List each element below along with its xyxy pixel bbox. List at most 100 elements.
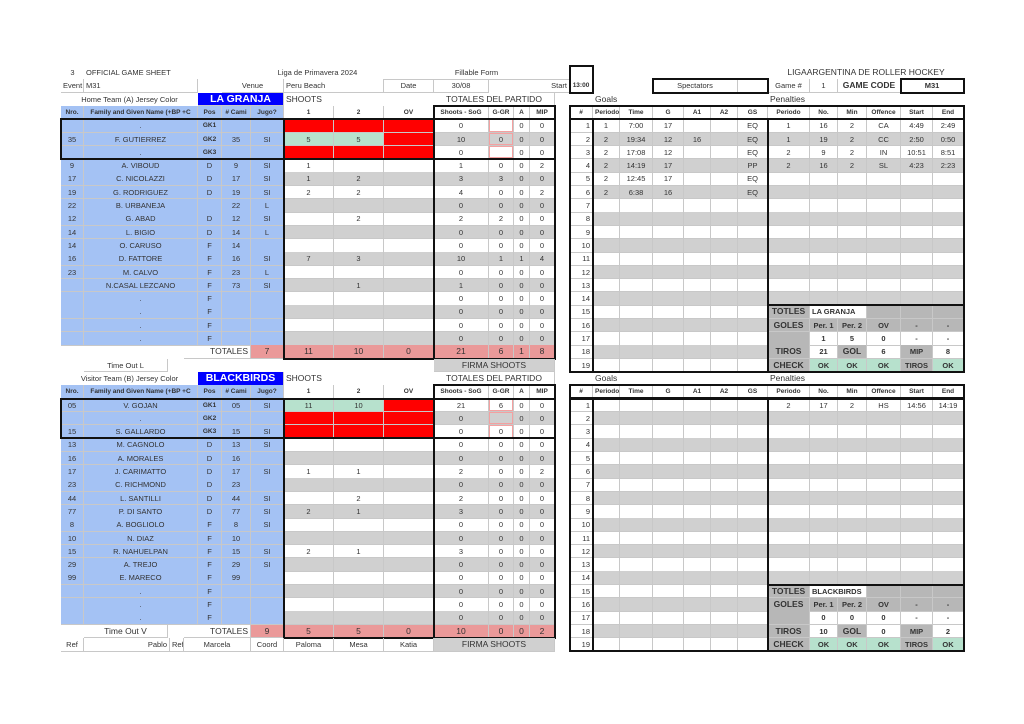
goal-a2[interactable] xyxy=(711,637,738,652)
player-p2[interactable] xyxy=(334,451,384,466)
player-a[interactable]: 0 xyxy=(514,305,530,320)
player-a[interactable]: 0 xyxy=(514,571,530,586)
penalty-no[interactable]: 17 xyxy=(810,398,838,413)
player-ov[interactable] xyxy=(384,212,434,226)
goal-time[interactable] xyxy=(620,225,653,240)
goal-a2[interactable] xyxy=(711,119,738,133)
penalty-periodo[interactable] xyxy=(768,411,810,426)
player-ov[interactable] xyxy=(384,172,434,187)
penalty-periodo[interactable]: 2 xyxy=(768,159,810,173)
goal-a1[interactable] xyxy=(684,225,711,240)
goal-time[interactable]: 19:34 xyxy=(620,132,653,147)
goal-a2[interactable] xyxy=(711,491,738,506)
penalty-min[interactable] xyxy=(838,571,867,586)
penalty-periodo[interactable]: 1 xyxy=(768,119,810,133)
goal-a2[interactable] xyxy=(711,358,738,373)
goal-a1[interactable] xyxy=(684,504,711,519)
penalty-periodo[interactable] xyxy=(768,292,810,306)
goal-periodo[interactable] xyxy=(593,611,620,625)
player-jugo[interactable]: SI xyxy=(251,425,284,439)
goal-time[interactable] xyxy=(620,571,653,586)
penalty-offence[interactable] xyxy=(867,265,901,280)
player-ggr[interactable]: 0 xyxy=(489,571,514,586)
penalty-no[interactable] xyxy=(810,411,838,426)
penalty-no[interactable] xyxy=(810,558,838,572)
goal-a2[interactable] xyxy=(711,318,738,333)
penalty-no[interactable] xyxy=(810,425,838,439)
player-ggr[interactable]: 0 xyxy=(489,584,514,599)
goal-a1[interactable] xyxy=(684,119,711,133)
goal-time[interactable] xyxy=(620,544,653,559)
penalty-periodo[interactable] xyxy=(768,252,810,266)
goal-time[interactable] xyxy=(620,398,653,413)
goal-g[interactable] xyxy=(653,199,684,213)
player-p2[interactable] xyxy=(334,265,384,280)
goal-a1[interactable] xyxy=(684,358,711,373)
player-ggr[interactable]: 0 xyxy=(489,451,514,466)
goal-a1[interactable] xyxy=(684,518,711,532)
goal-g[interactable] xyxy=(653,637,684,652)
player-p1[interactable] xyxy=(284,318,334,333)
player-p2[interactable] xyxy=(334,199,384,213)
goal-periodo[interactable] xyxy=(593,518,620,532)
player-mip[interactable]: 0 xyxy=(530,425,555,439)
player-ov[interactable] xyxy=(384,531,434,546)
goal-a1[interactable] xyxy=(684,345,711,359)
goal-time[interactable]: 14:19 xyxy=(620,159,653,173)
player-mip[interactable]: 0 xyxy=(530,305,555,320)
player-mip[interactable]: 0 xyxy=(530,225,555,240)
goal-g[interactable] xyxy=(653,411,684,426)
player-a[interactable]: 0 xyxy=(514,119,530,133)
penalty-offence[interactable]: HS xyxy=(867,398,901,413)
penalty-end[interactable] xyxy=(933,265,964,280)
player-ov[interactable] xyxy=(384,185,434,200)
player-jugo[interactable] xyxy=(251,531,284,546)
player-ggr[interactable]: 0 xyxy=(489,305,514,320)
goal-periodo[interactable] xyxy=(593,571,620,586)
penalty-start[interactable] xyxy=(901,518,933,532)
goal-gs[interactable] xyxy=(738,398,768,413)
player-mip[interactable]: 0 xyxy=(530,438,555,453)
goal-periodo[interactable] xyxy=(593,598,620,612)
player-p2[interactable] xyxy=(334,119,384,133)
goal-a2[interactable] xyxy=(711,438,738,453)
player-p1[interactable] xyxy=(284,119,334,133)
goal-g[interactable] xyxy=(653,358,684,373)
goal-g[interactable] xyxy=(653,598,684,612)
penalty-start[interactable] xyxy=(901,212,933,226)
penalty-start[interactable] xyxy=(901,225,933,240)
player-ggr[interactable]: 0 xyxy=(489,491,514,506)
player-ggr[interactable]: 0 xyxy=(489,465,514,479)
goal-time[interactable]: 6:38 xyxy=(620,185,653,200)
goal-periodo[interactable] xyxy=(593,238,620,253)
penalty-no[interactable] xyxy=(810,278,838,293)
penalty-offence[interactable] xyxy=(867,518,901,532)
goal-periodo[interactable] xyxy=(593,265,620,280)
penalty-end[interactable] xyxy=(933,252,964,266)
player-p2[interactable]: 1 xyxy=(334,465,384,479)
goal-a2[interactable] xyxy=(711,265,738,280)
goal-a2[interactable] xyxy=(711,411,738,426)
goal-a1[interactable] xyxy=(684,624,711,639)
penalty-end[interactable] xyxy=(933,292,964,306)
player-p1[interactable] xyxy=(284,425,334,439)
penalty-periodo[interactable] xyxy=(768,451,810,466)
goal-periodo[interactable] xyxy=(593,624,620,639)
penalty-no[interactable] xyxy=(810,252,838,266)
penalty-start[interactable] xyxy=(901,504,933,519)
goal-g[interactable] xyxy=(653,558,684,572)
penalty-start[interactable] xyxy=(901,491,933,506)
player-ov[interactable] xyxy=(384,119,434,133)
goal-a1[interactable] xyxy=(684,598,711,612)
penalty-end[interactable] xyxy=(933,172,964,187)
player-jugo[interactable] xyxy=(251,451,284,466)
player-ggr[interactable]: 0 xyxy=(489,544,514,559)
penalty-no[interactable] xyxy=(810,571,838,586)
goal-g[interactable] xyxy=(653,624,684,639)
goal-gs[interactable] xyxy=(738,278,768,293)
penalty-offence[interactable] xyxy=(867,411,901,426)
player-p2[interactable] xyxy=(334,598,384,612)
player-p1[interactable] xyxy=(284,238,334,253)
goal-g[interactable] xyxy=(653,531,684,546)
player-ggr[interactable]: 3 xyxy=(489,172,514,187)
